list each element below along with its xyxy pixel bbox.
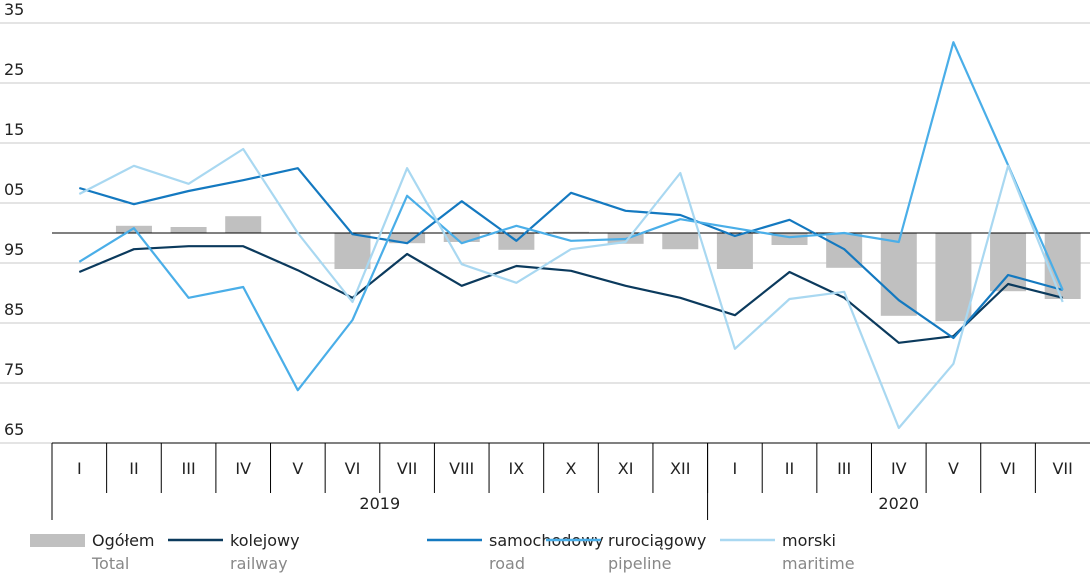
group-label: 2020 bbox=[878, 494, 919, 513]
x-tick-label: VII bbox=[1052, 459, 1072, 478]
bar bbox=[935, 233, 972, 322]
bar bbox=[443, 233, 480, 242]
line-series bbox=[78, 41, 1064, 392]
bar bbox=[389, 233, 426, 244]
bar bbox=[662, 233, 699, 250]
x-tick-label: III bbox=[837, 459, 851, 478]
bar bbox=[716, 233, 753, 269]
legend-sublabel: road bbox=[489, 554, 525, 573]
y-tick-label: 05 bbox=[4, 180, 24, 199]
x-tick-label: VI bbox=[345, 459, 361, 478]
y-tick-label: 15 bbox=[4, 120, 24, 139]
y-tick-label: 65 bbox=[4, 420, 24, 439]
group-label: 2019 bbox=[359, 494, 400, 513]
x-tick-label: IX bbox=[509, 459, 525, 478]
y-tick-label: 85 bbox=[4, 300, 24, 319]
x-tick-label: VIII bbox=[449, 459, 474, 478]
bar bbox=[334, 233, 371, 269]
x-tick-label: VI bbox=[1000, 459, 1016, 478]
x-tick-label: II bbox=[785, 459, 794, 478]
legend-label: kolejowy bbox=[230, 531, 300, 550]
x-tick-label: XII bbox=[670, 459, 690, 478]
x-tick-label: X bbox=[566, 459, 577, 478]
x-tick-label: IV bbox=[235, 459, 251, 478]
line-series bbox=[78, 245, 1063, 344]
bar bbox=[553, 231, 589, 233]
legend-label: Ogółem bbox=[92, 531, 155, 550]
legend-sublabel: pipeline bbox=[608, 554, 671, 573]
bar bbox=[225, 216, 262, 233]
bar bbox=[990, 233, 1027, 292]
y-tick-label: 75 bbox=[4, 360, 24, 379]
line-series bbox=[78, 147, 1064, 430]
y-tick-label: 95 bbox=[4, 240, 24, 259]
line-series bbox=[78, 167, 1063, 340]
legend-sublabel: maritime bbox=[782, 554, 855, 573]
y-tick-label: 35 bbox=[4, 0, 24, 19]
legend-label: morski bbox=[782, 531, 836, 550]
x-tick-label: I bbox=[77, 459, 82, 478]
legend-sublabel: railway bbox=[230, 554, 288, 573]
x-tick-label: XI bbox=[618, 459, 634, 478]
legend-label: rurociągowy bbox=[608, 531, 706, 550]
legend-sublabel: Total bbox=[91, 554, 129, 573]
x-tick-label: I bbox=[733, 459, 738, 478]
x-tick-label: VII bbox=[397, 459, 417, 478]
bar bbox=[170, 227, 207, 233]
bar bbox=[880, 233, 917, 316]
x-tick-label: V bbox=[948, 459, 959, 478]
x-tick-label: II bbox=[129, 459, 138, 478]
legend-swatch bbox=[30, 534, 85, 547]
x-tick-label: III bbox=[182, 459, 196, 478]
y-tick-label: 25 bbox=[4, 60, 24, 79]
x-tick-label: IV bbox=[891, 459, 907, 478]
x-tick-label: V bbox=[292, 459, 303, 478]
